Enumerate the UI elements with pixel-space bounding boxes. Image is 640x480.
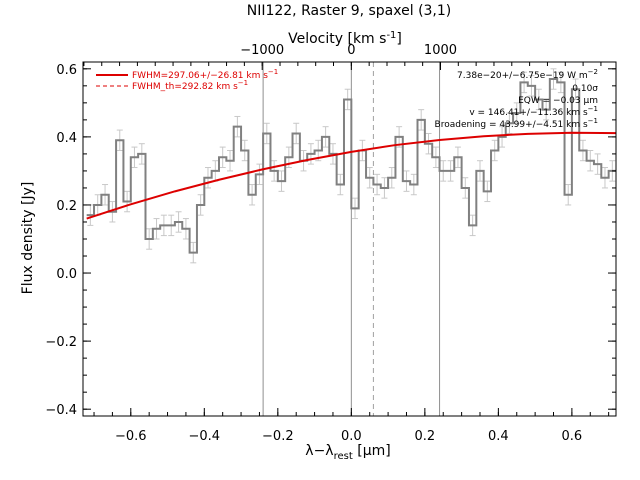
y-tick-label: 0.4	[56, 131, 77, 146]
x-tick-label: −0.6	[115, 429, 147, 444]
legend: FWHM=297.06+/−26.81 km s−1 FWHM_th=292.8…	[96, 68, 278, 92]
annotation-velocity: v = 146.41+/−11.36 km s−1	[469, 105, 598, 118]
y-tick-label: −0.2	[45, 335, 77, 350]
legend-label-fwhm: FWHM=297.06+/−26.81 km s−1	[132, 68, 278, 81]
annotation-broadening: Broadening = 43.99+/−4.51 km s−1	[435, 117, 598, 130]
x-tick-label: 0.4	[488, 429, 509, 444]
top-tick-label: 0	[347, 43, 355, 58]
fit-curve	[86, 131, 617, 220]
legend-label-fwhm-th: FWHM_th=292.82 km s−1	[132, 79, 248, 92]
y-tick-label: 0.0	[56, 267, 77, 282]
x-tick-label: −0.2	[262, 429, 294, 444]
axis-ticks: −0.6 −0.4 −0.2 0.0 0.2 0.4 0.6 −0.4 −0.2 0.0 0.2 0.…	[45, 43, 616, 444]
x-axis-title: λ−λrest [μm]	[305, 443, 390, 462]
y-axis-title: Flux density [Jy]	[20, 182, 36, 295]
step-series	[86, 78, 616, 254]
y-tick-label: 0.2	[56, 199, 77, 214]
top-axis-title: Velocity [km s-1]	[288, 30, 402, 47]
annotation-flux: 7.38e−20+/−6.75e−19 W m−2	[457, 68, 598, 81]
y-tick-label: −0.4	[45, 403, 77, 418]
chart-title: NII122, Raster 9, spaxel (3,1)	[247, 3, 452, 19]
top-tick-label: 1000	[424, 43, 457, 58]
x-tick-label: 0.0	[341, 429, 362, 444]
annotation-sigma: 0.10σ	[572, 84, 598, 94]
x-tick-label: 0.6	[562, 429, 583, 444]
annotation-eqw: EQW = −0.03 μm	[518, 96, 598, 106]
x-tick-label: −0.4	[189, 429, 221, 444]
x-tick-label: 0.2	[415, 429, 436, 444]
spectrum-step-line	[86, 78, 616, 254]
y-tick-label: 0.6	[56, 63, 77, 78]
fit-curve-line	[86, 131, 617, 220]
fit-annotations: 7.38e−20+/−6.75e−19 W m−2 0.10σ EQW = −0…	[435, 68, 599, 130]
top-tick-label: −1000	[240, 43, 284, 58]
